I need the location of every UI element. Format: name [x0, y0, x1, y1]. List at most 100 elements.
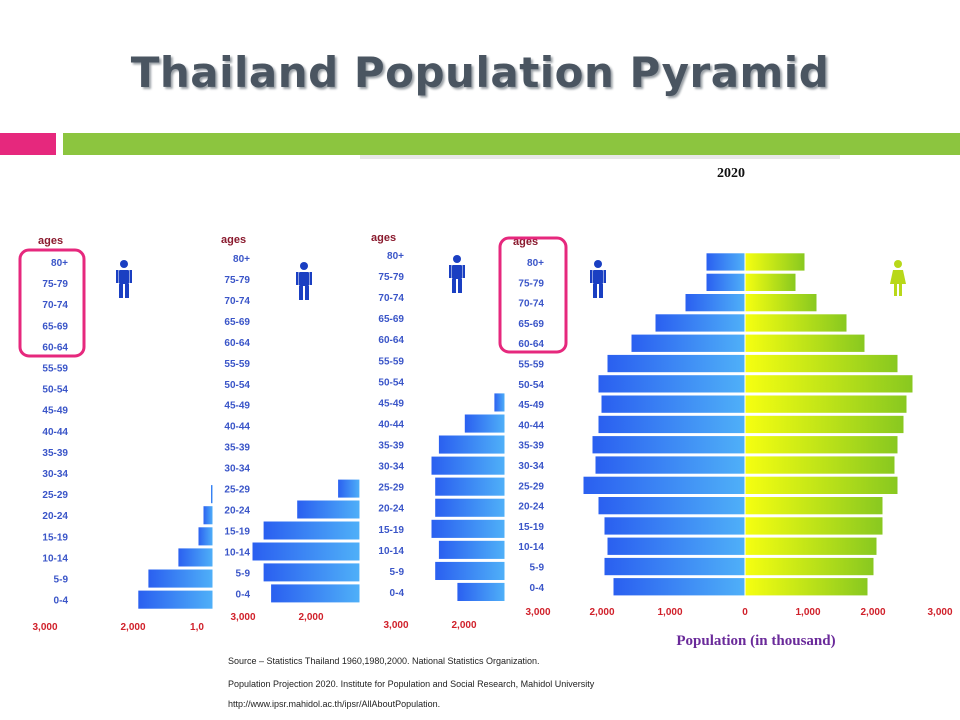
pyramid-1-male-bar-0-4 — [137, 589, 214, 610]
pyramid-3-age-label: 10-14 — [378, 546, 404, 557]
pyramid-3-male-bar-20-24 — [434, 497, 506, 518]
pyramid-4-female-bar-10-14 — [744, 536, 878, 556]
pyramid-3-age-label: 55-59 — [378, 356, 404, 367]
source-line-2: Population Projection 2020. Institute fo… — [228, 679, 595, 689]
pyramid-4-age-label: 35-39 — [518, 441, 544, 452]
pyramid-2-male-bar-15-19 — [262, 520, 361, 541]
pyramid-3-age-label: 75-79 — [378, 272, 404, 283]
pyramid-4-age-label: 55-59 — [518, 360, 544, 371]
pyramid-4-male-bar-55-59 — [606, 353, 746, 374]
pyramid-3-age-label: 5-9 — [390, 567, 405, 578]
pyramid-4-female-bar-65-69 — [744, 313, 848, 333]
pyramid-4-age-label: 65-69 — [518, 319, 544, 330]
pyramid-4-age-label: 45-49 — [518, 400, 544, 411]
pyramid-4-female-bar-60-64 — [744, 333, 866, 353]
pyramid-2-male-bar-5-9 — [262, 562, 361, 583]
pyramid-4-female-bar-5-9 — [744, 556, 875, 577]
pyramid-3-age-label: 65-69 — [378, 314, 404, 325]
pyramid-4-male-bar-15-19 — [603, 516, 746, 536]
pyramid-3-male-bar-30-34 — [430, 455, 506, 476]
pyramid-3-axis-header: ages — [371, 232, 396, 244]
pyramid-1-male-bar-5-9 — [147, 568, 214, 589]
pyramid-2-age-label: 30-34 — [224, 464, 250, 475]
page-title: Thailand Population Pyramid — [130, 48, 830, 97]
pyramid-4-age-label: 10-14 — [518, 542, 544, 553]
pyramid-4-x-tick: 3,000 — [525, 607, 550, 618]
pyramid-3-age-label: 20-24 — [378, 504, 404, 515]
pyramid-4-age-label: 15-19 — [518, 522, 544, 533]
pyramid-1-age-label: 40-44 — [42, 427, 68, 438]
pyramid-1-age-label: 0-4 — [54, 596, 69, 607]
pyramid-4-male-bar-10-14 — [606, 536, 746, 556]
pyramid-3-age-label: 45-49 — [378, 398, 404, 409]
accent-bar-pink — [0, 133, 56, 155]
pyramid-4-male-bar-5-9 — [603, 556, 746, 577]
pyramid-4-female-bar-40-44 — [744, 414, 905, 435]
male-icon — [590, 260, 606, 298]
pyramid-4-female-bar-55-59 — [744, 353, 899, 374]
source-line-1: Source – Statistics Thailand 1960,1980,2… — [228, 656, 540, 666]
pyramid-3-age-label: 35-39 — [378, 441, 404, 452]
pyramid-1-age-label: 35-39 — [42, 448, 68, 459]
pyramid-3-age-label: 50-54 — [378, 377, 404, 388]
pyramid-4-male-bar-65-69 — [654, 313, 746, 333]
pyramid-4-age-label: 80+ — [527, 258, 544, 269]
pyramid-1-x-tick: 2,000 — [120, 622, 145, 633]
pyramid-4-male-bar-60-64 — [630, 333, 746, 353]
pyramid-2-axis-header: ages — [221, 234, 246, 246]
pyramid-4-age-label: 50-54 — [518, 380, 544, 391]
pyramid-2-age-label: 5-9 — [236, 568, 251, 579]
pyramid-3-male-bar-10-14 — [437, 539, 506, 560]
pyramid-3-male-bar-40-44 — [463, 413, 506, 434]
pyramid-3-male-bar-0-4 — [456, 581, 506, 603]
pyramid-4-age-label: 40-44 — [518, 420, 544, 431]
pyramid-4-male-bar-80+ — [705, 252, 746, 272]
pyramid-1-age-label: 80+ — [51, 258, 68, 269]
panel-band — [360, 155, 840, 159]
pyramid-3-age-label: 15-19 — [378, 525, 404, 536]
pyramid-4-male-bar-40-44 — [597, 414, 746, 435]
pyramid-3-x-tick: 3,000 — [383, 620, 408, 631]
pyramid-1-age-label: 50-54 — [42, 385, 68, 396]
pyramid-3-male-bar-5-9 — [434, 560, 506, 582]
pyramid-3-age-label: 70-74 — [378, 293, 404, 304]
pyramid-2-male-bar-10-14 — [251, 541, 361, 562]
pyramid-4-age-label: 5-9 — [530, 563, 545, 574]
pyramid-1-elderly-highlight — [18, 248, 86, 358]
pyramid-4-elderly-highlight — [498, 236, 568, 354]
pyramid-4-female-bar-30-34 — [744, 455, 896, 475]
pyramid-3-male-bar-15-19 — [430, 518, 506, 539]
pyramid-4-male-bar-45-49 — [600, 394, 746, 414]
pyramid-2-age-label: 15-19 — [224, 527, 250, 538]
male-icon — [449, 255, 465, 293]
pyramid-1-male-bar-10-14 — [177, 547, 214, 568]
pyramid-1-age-label: 5-9 — [54, 575, 69, 586]
pyramid-2-age-label: 80+ — [233, 254, 250, 265]
pyramid-x-axis-label: Population (in thousand) — [676, 633, 835, 649]
pyramid-4-female-bar-15-19 — [744, 516, 884, 536]
accent-bar-green — [63, 133, 960, 155]
pyramid-2-age-label: 10-14 — [224, 547, 250, 558]
pyramid-2-age-label: 60-64 — [224, 338, 250, 349]
pyramid-1-age-label: 20-24 — [42, 511, 68, 522]
pyramid-4-age-label: 30-34 — [518, 461, 544, 472]
pyramid-4-male-bar-30-34 — [594, 455, 746, 475]
pyramid-4-age-label: 75-79 — [518, 278, 544, 289]
pyramid-1-x-tick: 1,0 — [190, 622, 204, 633]
pyramid-2-age-label: 55-59 — [224, 359, 250, 370]
pyramid-3-age-label: 30-34 — [378, 462, 404, 473]
pyramid-2-age-label: 35-39 — [224, 443, 250, 454]
pyramid-1-age-label: 10-14 — [42, 553, 68, 564]
pyramid-4-female-bar-20-24 — [744, 496, 884, 516]
pyramid-4-male-bar-75-79 — [705, 272, 746, 293]
pyramid-2-age-label: 65-69 — [224, 317, 250, 328]
pyramid-2-x-tick: 3,000 — [230, 612, 255, 623]
pyramid-4-x-tick: 2,000 — [589, 607, 614, 618]
pyramid-4-age-label: 25-29 — [518, 481, 544, 492]
pyramid-2-age-label: 40-44 — [224, 422, 250, 433]
pyramid-2-male-bar-25-29 — [337, 478, 361, 499]
pyramid-4-female-bar-75-79 — [744, 272, 797, 293]
pyramid-4-female-bar-50-54 — [744, 374, 914, 394]
pyramid-1-age-label: 15-19 — [42, 532, 68, 543]
pyramid-4-age-label: 70-74 — [518, 299, 544, 310]
